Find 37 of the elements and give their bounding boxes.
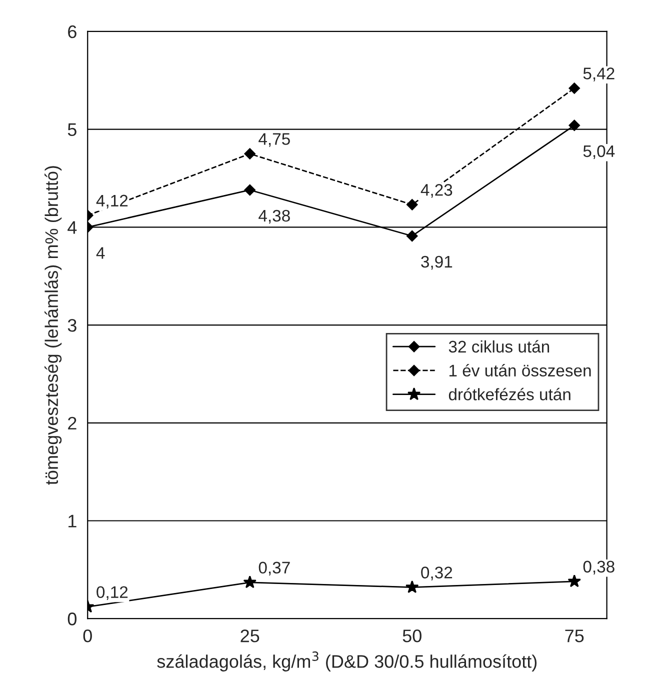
point [568, 574, 582, 588]
data-label: 4,23 [420, 184, 452, 198]
point [568, 82, 580, 94]
data-label: 0,37 [258, 562, 290, 576]
y-tick-label: 1 [68, 514, 76, 528]
x-axis-title: száladagolás, kg/m$^{3}$ (D&D 30/0.5 hullámosított) [157, 651, 537, 672]
data-label: 5,04 [583, 145, 615, 160]
y-axis-title: tömegveszteség (lehámlás) m% (bruttó) [44, 166, 62, 485]
point [406, 230, 418, 242]
data-label: 0,32 [421, 566, 452, 580]
legend-label: 1 év után összesen [449, 364, 591, 376]
point [243, 575, 257, 588]
data-label: 3,91 [421, 256, 452, 270]
y-tick-label: 6 [68, 25, 76, 38]
x-tick-label: 75 [565, 630, 584, 642]
y-tick-label: 0 [68, 612, 76, 626]
x-tick-label: 50 [402, 630, 422, 642]
data-label: 5,42 [583, 68, 614, 82]
point [568, 120, 580, 132]
data-label: 0,12 [96, 586, 128, 600]
y-tick-label: 5 [68, 123, 76, 136]
x-tick-label: 25 [240, 630, 260, 642]
data-label: 4,38 [258, 210, 290, 224]
y-tick-label: 4 [68, 221, 77, 234]
legend-label: 32 ciklus után [448, 340, 550, 353]
data-label: 0,38 [583, 560, 614, 575]
point [405, 580, 419, 594]
data-label: 4,12 [96, 194, 128, 209]
data-label: 4,75 [258, 133, 290, 147]
x-tick-label: 0 [83, 630, 92, 642]
point [244, 148, 256, 160]
legend-label: drótkefézés után [448, 388, 570, 400]
y-tick-label: 2 [68, 416, 76, 430]
data-label: 4 [96, 247, 105, 259]
point [406, 199, 418, 210]
y-tick-label: 3 [68, 318, 76, 332]
point [244, 184, 256, 196]
